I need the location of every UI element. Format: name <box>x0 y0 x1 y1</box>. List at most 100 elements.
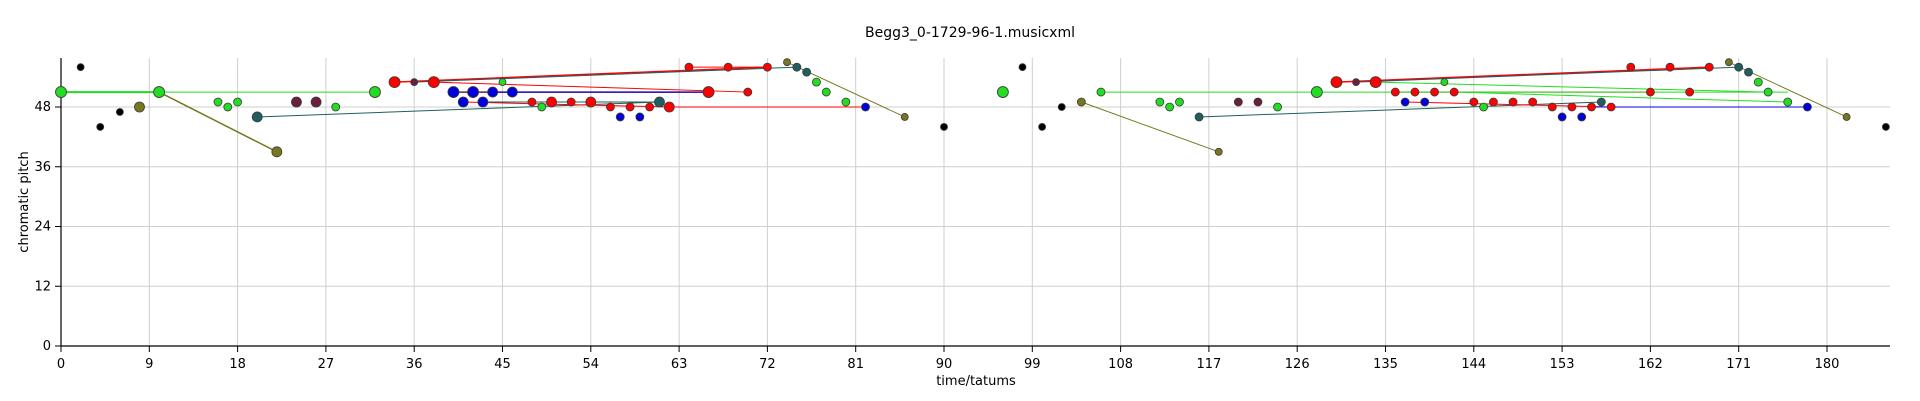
note-point <box>498 78 507 87</box>
x-tick-label: 117 <box>1196 357 1221 372</box>
note-point <box>1155 97 1165 107</box>
note-point <box>134 101 145 113</box>
note-point <box>457 96 469 108</box>
note-point <box>566 97 576 107</box>
note-point <box>1704 62 1714 72</box>
note-point <box>1310 86 1323 98</box>
note-connection-line <box>158 91 278 153</box>
note-point <box>427 76 440 89</box>
note-point <box>606 102 615 112</box>
note-point <box>654 96 665 108</box>
x-tick-label: 54 <box>583 357 600 372</box>
note-point <box>251 111 263 123</box>
note-point <box>1273 102 1282 112</box>
x-tick-label: 9 <box>145 357 153 372</box>
note-point <box>388 76 401 89</box>
note-connection-line <box>433 81 748 93</box>
note-point <box>1430 87 1439 97</box>
note-point <box>213 97 223 107</box>
note-connection-line <box>394 66 768 83</box>
note-point <box>1214 147 1223 156</box>
note-point <box>1489 97 1498 107</box>
note-connection-line <box>414 66 797 83</box>
note-point <box>369 86 381 98</box>
note-point <box>1763 87 1773 97</box>
note-point <box>635 112 645 122</box>
note-points <box>55 58 1890 158</box>
note-point <box>527 97 537 107</box>
x-tick-label: 144 <box>1461 357 1486 372</box>
note-point <box>702 86 715 98</box>
note-point <box>723 62 733 72</box>
x-tick-label: 162 <box>1638 357 1663 372</box>
x-axis-label: time/tatums <box>936 374 1016 389</box>
note-point <box>663 101 675 113</box>
note-point <box>1577 112 1587 122</box>
note-point <box>1753 77 1763 87</box>
note-point <box>1175 97 1184 107</box>
note-point <box>537 102 547 112</box>
note-point <box>1606 102 1616 112</box>
y-tick-label: 36 <box>34 160 51 175</box>
note-point <box>115 108 124 116</box>
chart-title: Begg3_0-1729-96-1.musicxml <box>865 25 1075 41</box>
note-point <box>1557 112 1567 122</box>
note-point <box>1881 123 1890 131</box>
note-point <box>1096 87 1106 97</box>
note-point <box>1842 113 1851 121</box>
note-point <box>467 86 479 98</box>
note-point <box>487 86 499 98</box>
x-tick-label: 153 <box>1550 357 1575 372</box>
note-point <box>410 78 419 87</box>
axes <box>60 58 1890 347</box>
note-point <box>1783 97 1793 107</box>
note-point <box>1567 102 1577 112</box>
x-tick-label: 126 <box>1285 357 1310 372</box>
note-connection-line <box>1454 91 1788 103</box>
note-point <box>1724 58 1733 67</box>
note-point <box>1587 102 1596 112</box>
note-point <box>1233 97 1243 107</box>
note-point <box>861 102 870 112</box>
x-tick-label: 36 <box>406 357 423 372</box>
note-point <box>1057 103 1066 111</box>
note-point <box>645 102 655 112</box>
note-point <box>1508 97 1518 107</box>
note-point <box>1734 62 1744 72</box>
note-point <box>615 112 625 122</box>
note-point <box>1646 87 1655 97</box>
note-point <box>271 146 283 158</box>
y-tick-label: 0 <box>43 339 51 354</box>
note-point <box>1744 67 1753 77</box>
note-point <box>447 86 460 98</box>
y-tick-label: 12 <box>34 279 51 294</box>
note-point <box>792 62 802 72</box>
note-point <box>76 63 85 72</box>
note-point <box>684 62 694 72</box>
x-tick-label: 0 <box>57 357 65 372</box>
note-point <box>1352 78 1360 87</box>
note-connection-line <box>1405 101 1612 108</box>
note-point <box>546 96 557 108</box>
note-point <box>1253 97 1263 107</box>
note-point <box>1528 97 1538 107</box>
note-point <box>1330 76 1343 89</box>
x-tick-label: 18 <box>229 357 246 372</box>
note-point <box>1596 97 1606 107</box>
tick-marks: 0 9 18 27 36 45 54 63 72 81 90 99 108 117 126 135 144 153… <box>34 100 1839 372</box>
x-tick-label: 27 <box>318 357 335 372</box>
note-connection-line <box>1336 66 1710 83</box>
note-point <box>233 97 243 107</box>
note-point <box>585 96 597 108</box>
y-tick-label: 48 <box>34 100 51 115</box>
note-point <box>1400 97 1410 107</box>
note-point <box>223 102 233 112</box>
note-point <box>763 62 772 72</box>
connection-lines <box>61 61 1847 153</box>
note-point <box>1420 97 1430 107</box>
note-connection-line <box>1356 66 1739 83</box>
note-point <box>477 96 489 108</box>
note-point <box>1685 87 1695 97</box>
note-point <box>1194 112 1204 122</box>
